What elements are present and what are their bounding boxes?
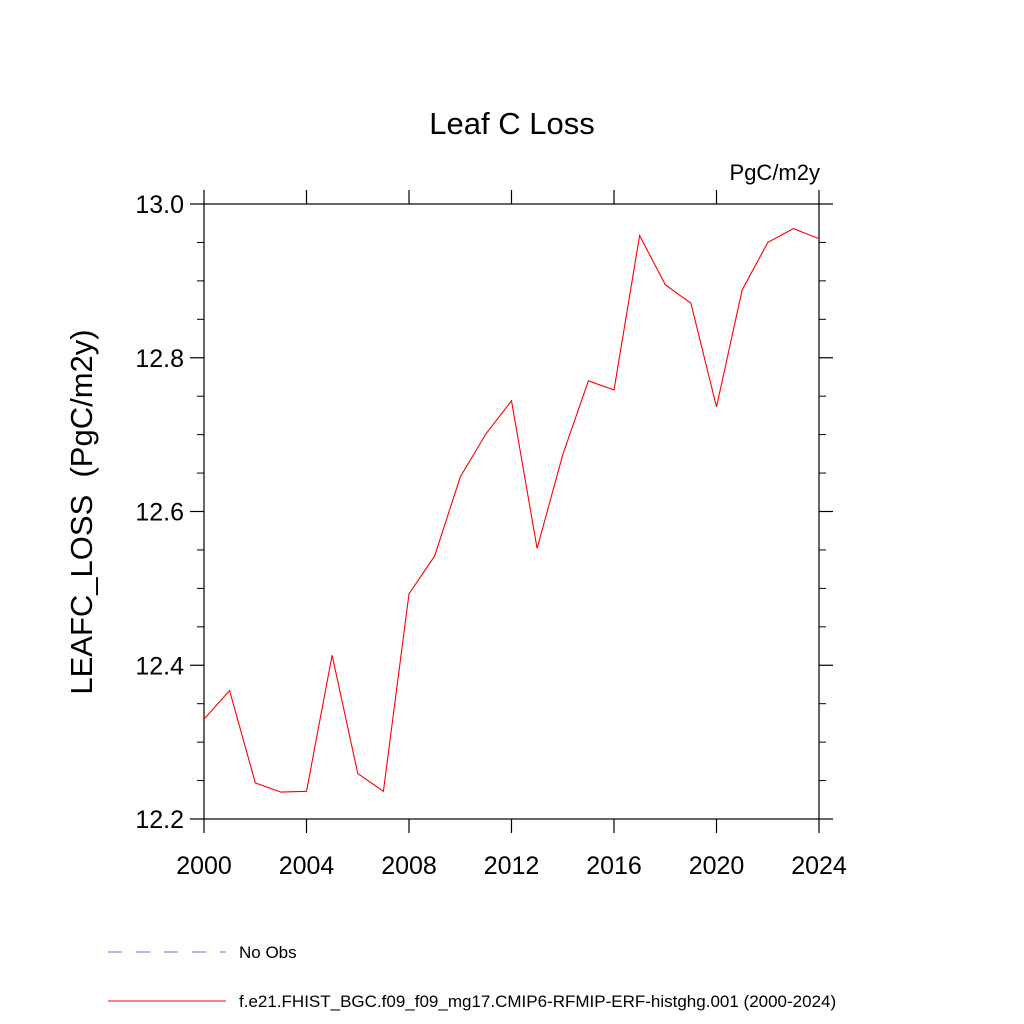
y-tick-label: 12.8 <box>135 345 184 373</box>
y-axis-label: LEAFC_LOSS (PgC/m2y) <box>64 329 99 694</box>
x-tick-label: 2020 <box>689 852 745 880</box>
x-tick-label: 2024 <box>791 852 847 880</box>
series-line <box>203 227 820 793</box>
x-tick-label: 2008 <box>381 852 437 880</box>
plot-area: 12.2 12.4 12.6 12.8 13.0 2000 2004 2008 2012 2016… <box>135 190 847 880</box>
y-tick-label: 12.6 <box>135 499 184 527</box>
axis-ticks <box>190 190 833 833</box>
series-layer <box>203 227 820 793</box>
y-tick-label: 13.0 <box>135 191 184 219</box>
x-tick-label: 2012 <box>484 852 540 880</box>
x-tick-label: 2000 <box>176 852 232 880</box>
plot-frame <box>203 203 820 820</box>
legend: No Obs f.e21.FHIST_BGC.f09_f09_mg17.CMIP… <box>108 943 836 1011</box>
y-tick-label: 12.4 <box>135 652 184 680</box>
axis-tick-labels: 12.2 12.4 12.6 12.8 13.0 2000 2004 2008 2012 2016… <box>135 191 847 880</box>
x-tick-label: 2004 <box>279 852 335 880</box>
legend-label-no-obs: No Obs <box>239 943 297 962</box>
chart-title: Leaf C Loss <box>429 106 594 141</box>
legend-label-model: f.e21.FHIST_BGC.f09_f09_mg17.CMIP6-RFMIP… <box>239 992 836 1011</box>
y-tick-label: 12.2 <box>135 806 184 834</box>
x-tick-label: 2016 <box>586 852 642 880</box>
units-label: PgC/m2y <box>730 160 820 185</box>
